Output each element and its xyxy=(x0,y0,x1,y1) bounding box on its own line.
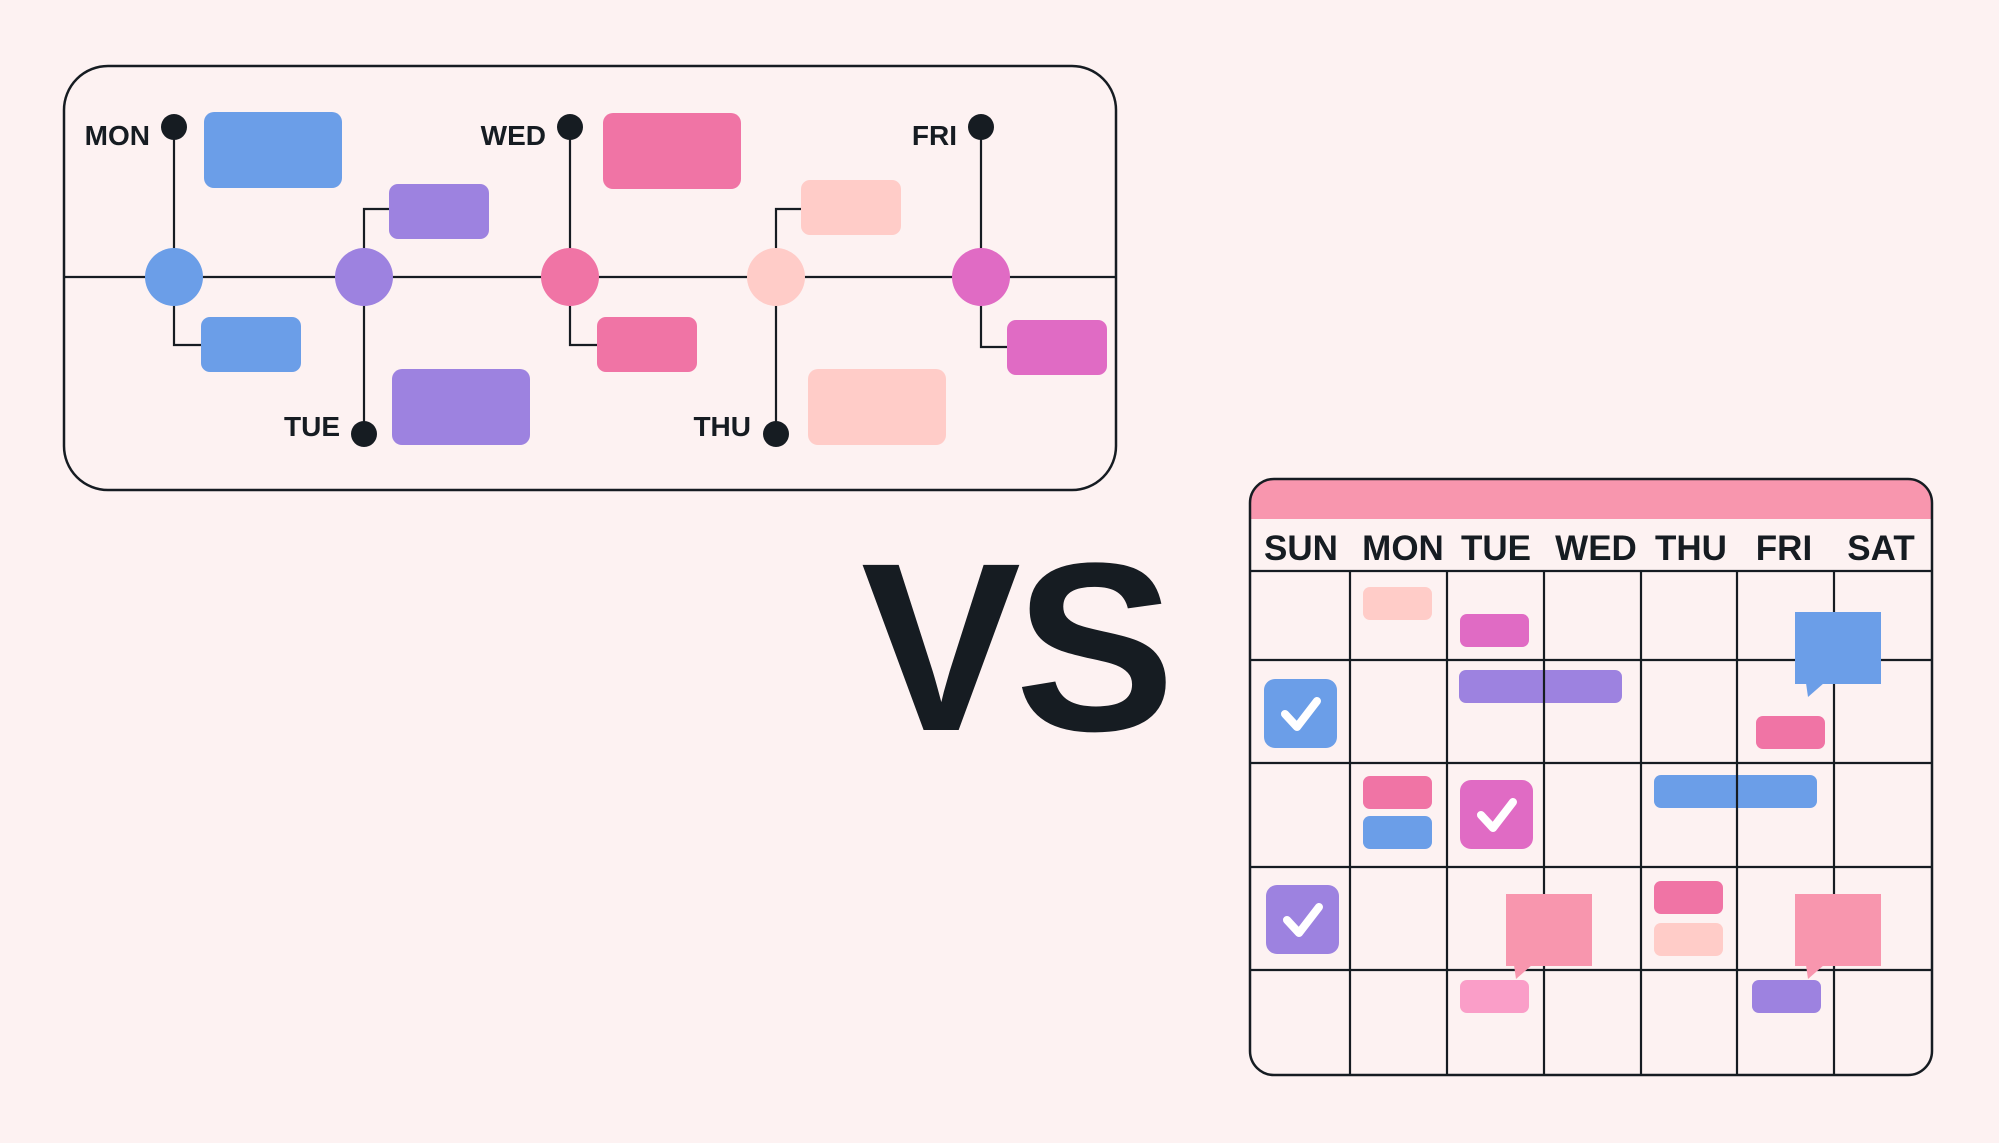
event-block xyxy=(389,184,489,239)
event-block xyxy=(1363,816,1432,849)
timeline-label-wed: WED xyxy=(481,120,546,151)
calendar-events xyxy=(1363,587,1825,1013)
timeline-day-mon: MON xyxy=(85,112,342,372)
event-block xyxy=(603,113,741,189)
timeline-label-fri: FRI xyxy=(912,120,957,151)
event-block xyxy=(1756,716,1825,749)
event-block xyxy=(808,369,946,445)
timeline-label-thu: THU xyxy=(693,411,751,442)
timeline-node-mon xyxy=(145,248,203,306)
timeline-node-tue xyxy=(335,248,393,306)
calendar-header-wed: WED xyxy=(1555,529,1637,568)
timeline-node-wed xyxy=(541,248,599,306)
event-block xyxy=(1460,614,1529,647)
speech-bubble-icon xyxy=(1795,894,1881,979)
timeline-day-thu: THU xyxy=(693,180,946,447)
timeline-top-pin xyxy=(557,114,583,140)
event-block xyxy=(1007,320,1107,375)
calendar-frame xyxy=(1248,477,1934,1077)
event-block xyxy=(1654,923,1723,956)
event-block xyxy=(801,180,901,235)
event-block xyxy=(1363,587,1432,620)
calendar-header-mon: MON xyxy=(1362,529,1444,568)
event-block xyxy=(1460,980,1529,1013)
timeline-panel: MON TUE WED THU xyxy=(62,64,1118,492)
event-block xyxy=(1363,776,1432,809)
timeline-day-fri: FRI xyxy=(912,114,1107,375)
vs-label: VS xyxy=(861,513,1169,781)
event-block xyxy=(204,112,342,188)
calendar-header-sat: SAT xyxy=(1847,529,1914,568)
calendar-header-bar xyxy=(1250,479,1932,519)
timeline-bottom-pin xyxy=(351,421,377,447)
calendar-header-tue: TUE xyxy=(1461,529,1531,568)
timeline-label-mon: MON xyxy=(85,120,150,151)
calendar-background xyxy=(1250,479,1932,1075)
checkmark-icon xyxy=(1266,885,1339,954)
event-block xyxy=(392,369,530,445)
timeline-node-thu xyxy=(747,248,805,306)
calendar-header-sun: SUN xyxy=(1264,529,1338,568)
event-block xyxy=(1654,775,1817,808)
checkmark-icon xyxy=(1264,679,1337,748)
calendar-grid xyxy=(1250,569,1932,1075)
timeline-day-tue: TUE xyxy=(284,184,530,447)
speech-bubble-icon xyxy=(1795,612,1881,697)
calendar-header-thu: THU xyxy=(1655,529,1727,568)
timeline-node-fri xyxy=(952,248,1010,306)
calendar-panel: SUN MON TUE WED THU FRI SAT xyxy=(1248,477,1934,1077)
event-block xyxy=(201,317,301,372)
event-block xyxy=(597,317,697,372)
timeline-bottom-pin xyxy=(763,421,789,447)
event-block xyxy=(1654,881,1723,914)
calendar-header-fri: FRI xyxy=(1756,529,1812,568)
event-block xyxy=(1752,980,1821,1013)
timeline-top-pin xyxy=(161,114,187,140)
timeline-day-wed: WED xyxy=(481,113,741,372)
checkmark-icon xyxy=(1460,780,1533,849)
speech-bubble-icon xyxy=(1506,894,1592,979)
timeline-top-pin xyxy=(968,114,994,140)
event-block xyxy=(1459,670,1622,703)
timeline-label-tue: TUE xyxy=(284,411,340,442)
